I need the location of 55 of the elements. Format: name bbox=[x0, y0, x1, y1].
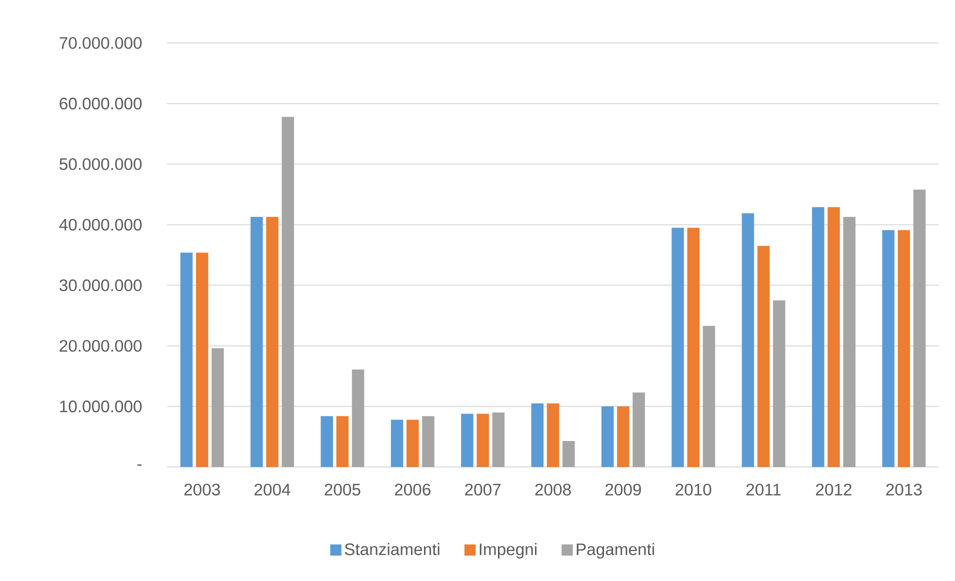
y-tick-label: - bbox=[137, 464, 142, 466]
bar bbox=[282, 116, 294, 467]
bar bbox=[702, 326, 716, 467]
bar bbox=[562, 440, 575, 467]
x-tick-label: 2005 bbox=[324, 484, 360, 496]
bar bbox=[492, 412, 505, 467]
y-tick-label: 10.000.000 bbox=[60, 400, 142, 412]
bar bbox=[531, 403, 544, 467]
bar bbox=[422, 416, 434, 467]
bar bbox=[336, 416, 349, 467]
bar bbox=[461, 414, 474, 467]
bar bbox=[250, 216, 263, 467]
bar bbox=[617, 406, 630, 467]
bar bbox=[773, 300, 786, 467]
x-tick-label: 2007 bbox=[465, 484, 501, 496]
x-tick-label: 2006 bbox=[394, 484, 430, 496]
x-tick-label: 2004 bbox=[254, 484, 290, 496]
bar bbox=[882, 230, 894, 467]
x-tick-label: 2010 bbox=[676, 484, 712, 496]
bar bbox=[601, 406, 614, 467]
bar bbox=[898, 230, 910, 467]
y-tick-label: 50.000.000 bbox=[60, 158, 142, 170]
bar bbox=[913, 190, 926, 467]
x-tick-label: 2013 bbox=[886, 484, 922, 496]
bar bbox=[196, 252, 208, 467]
bar bbox=[843, 216, 856, 467]
bar bbox=[687, 228, 700, 467]
x-tick-label: 2012 bbox=[816, 484, 852, 496]
bar bbox=[828, 207, 840, 467]
legend-label: Pagamenti bbox=[576, 542, 654, 559]
bar bbox=[320, 416, 333, 467]
y-tick-label: 60.000.000 bbox=[60, 98, 142, 110]
bar bbox=[266, 216, 278, 467]
y-tick-label: 40.000.000 bbox=[59, 218, 142, 231]
bar bbox=[212, 348, 224, 467]
bar bbox=[476, 414, 489, 467]
bar bbox=[352, 369, 364, 467]
legend-label: Stanziamenti bbox=[344, 542, 440, 556]
y-tick-label: 20.000.000 bbox=[60, 340, 142, 352]
bar bbox=[812, 207, 824, 467]
bar bbox=[406, 420, 419, 467]
bar bbox=[742, 213, 754, 467]
x-tick-label: 2011 bbox=[746, 484, 781, 496]
bar bbox=[632, 392, 645, 467]
bar bbox=[180, 252, 193, 467]
x-tick-label: 2008 bbox=[535, 484, 571, 496]
bar bbox=[672, 228, 684, 467]
x-tick-label: 2009 bbox=[605, 484, 641, 496]
bar bbox=[757, 246, 770, 467]
x-tick-label: 2003 bbox=[184, 484, 220, 496]
y-tick-label: 30.000.000 bbox=[60, 279, 142, 292]
y-tick-label: 70.000.000 bbox=[60, 37, 142, 49]
bar bbox=[546, 403, 560, 467]
bar bbox=[390, 420, 404, 467]
legend-label: Impegni bbox=[480, 542, 536, 559]
